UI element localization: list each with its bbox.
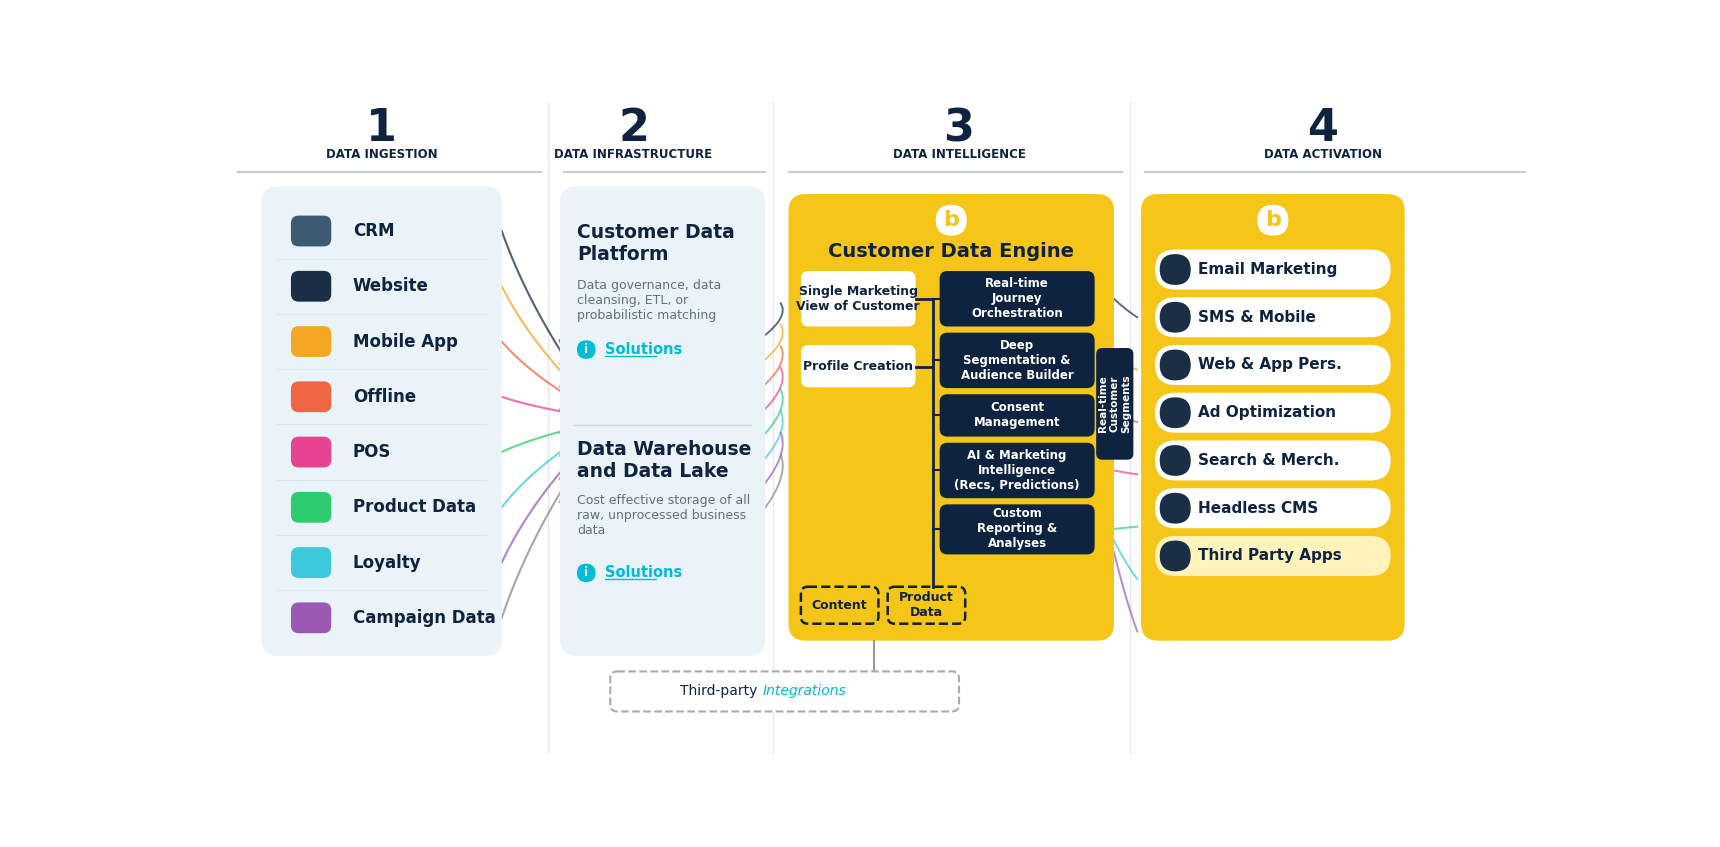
FancyBboxPatch shape xyxy=(291,602,332,634)
Text: Deep
Segmentation &
Audience Builder: Deep Segmentation & Audience Builder xyxy=(961,339,1073,382)
Text: DATA INFRASTRUCTURE: DATA INFRASTRUCTURE xyxy=(554,147,712,160)
Text: DATA INGESTION: DATA INGESTION xyxy=(325,147,437,160)
Text: Product
Data: Product Data xyxy=(900,591,955,619)
FancyBboxPatch shape xyxy=(1156,297,1391,337)
Text: b: b xyxy=(943,210,960,230)
FancyBboxPatch shape xyxy=(291,271,332,302)
Text: SMS & Mobile: SMS & Mobile xyxy=(1199,310,1316,324)
Text: POS: POS xyxy=(353,443,392,461)
Text: 4: 4 xyxy=(1307,107,1338,150)
FancyBboxPatch shape xyxy=(1096,348,1133,460)
FancyBboxPatch shape xyxy=(1159,397,1190,428)
Text: Real-time
Journey
Orchestration: Real-time Journey Orchestration xyxy=(972,277,1063,320)
Text: AI & Marketing
Intelligence
(Recs, Predictions): AI & Marketing Intelligence (Recs, Predi… xyxy=(955,449,1080,492)
FancyBboxPatch shape xyxy=(939,271,1094,326)
Text: i: i xyxy=(585,343,588,356)
Text: Search & Merch.: Search & Merch. xyxy=(1199,453,1340,468)
FancyBboxPatch shape xyxy=(576,340,595,359)
Text: Custom
Reporting &
Analyses: Custom Reporting & Analyses xyxy=(977,507,1058,551)
FancyBboxPatch shape xyxy=(939,333,1094,388)
FancyBboxPatch shape xyxy=(1159,540,1190,572)
Text: DATA ACTIVATION: DATA ACTIVATION xyxy=(1264,147,1383,160)
Text: Data governance, data
cleansing, ETL, or
probabilistic matching: Data governance, data cleansing, ETL, or… xyxy=(576,279,721,322)
FancyBboxPatch shape xyxy=(291,547,332,578)
Text: i: i xyxy=(585,567,588,579)
Text: 3: 3 xyxy=(944,107,975,150)
Text: Third-party: Third-party xyxy=(679,684,762,699)
FancyBboxPatch shape xyxy=(1156,250,1391,290)
FancyBboxPatch shape xyxy=(291,216,332,246)
Text: Email Marketing: Email Marketing xyxy=(1199,262,1338,277)
FancyBboxPatch shape xyxy=(939,443,1094,498)
Text: Headless CMS: Headless CMS xyxy=(1199,501,1319,516)
FancyBboxPatch shape xyxy=(802,345,915,387)
Text: 1: 1 xyxy=(366,107,397,150)
FancyBboxPatch shape xyxy=(261,186,502,656)
Text: Loyalty: Loyalty xyxy=(353,554,421,572)
Text: Data Warehouse
and Data Lake: Data Warehouse and Data Lake xyxy=(576,440,752,481)
FancyBboxPatch shape xyxy=(1257,205,1288,235)
Text: Product Data: Product Data xyxy=(353,498,476,517)
Text: Customer Data
Platform: Customer Data Platform xyxy=(576,224,734,264)
FancyBboxPatch shape xyxy=(561,186,765,656)
FancyBboxPatch shape xyxy=(576,563,595,582)
Text: Web & App Pers.: Web & App Pers. xyxy=(1199,357,1342,373)
Text: Campaign Data: Campaign Data xyxy=(353,609,495,627)
Text: Consent
Management: Consent Management xyxy=(974,401,1061,429)
FancyBboxPatch shape xyxy=(1159,493,1190,523)
FancyBboxPatch shape xyxy=(291,326,332,357)
FancyBboxPatch shape xyxy=(939,504,1094,555)
Text: Offline: Offline xyxy=(353,388,416,406)
Text: Cost effective storage of all
raw, unprocessed business
data: Cost effective storage of all raw, unpro… xyxy=(576,495,750,537)
FancyBboxPatch shape xyxy=(1159,445,1190,476)
FancyBboxPatch shape xyxy=(788,194,1115,640)
FancyBboxPatch shape xyxy=(291,492,332,523)
FancyBboxPatch shape xyxy=(939,394,1094,436)
Text: Customer Data Engine: Customer Data Engine xyxy=(829,242,1075,261)
FancyBboxPatch shape xyxy=(1159,350,1190,380)
FancyBboxPatch shape xyxy=(1159,302,1190,333)
Text: Mobile App: Mobile App xyxy=(353,333,458,351)
FancyBboxPatch shape xyxy=(1156,536,1391,576)
Text: Single Marketing
View of Customer: Single Marketing View of Customer xyxy=(796,285,920,313)
Text: Ad Optimization: Ad Optimization xyxy=(1199,405,1336,420)
Text: DATA INTELLIGENCE: DATA INTELLIGENCE xyxy=(893,147,1025,160)
Text: 2: 2 xyxy=(617,107,648,150)
FancyBboxPatch shape xyxy=(1159,254,1190,285)
FancyBboxPatch shape xyxy=(802,271,915,326)
Text: Profile Creation: Profile Creation xyxy=(803,360,913,373)
Text: Integrations: Integrations xyxy=(764,684,846,699)
Text: Third Party Apps: Third Party Apps xyxy=(1199,549,1342,563)
Text: Content: Content xyxy=(812,599,867,612)
FancyBboxPatch shape xyxy=(1156,488,1391,529)
FancyBboxPatch shape xyxy=(291,381,332,412)
FancyBboxPatch shape xyxy=(291,437,332,468)
FancyBboxPatch shape xyxy=(1156,440,1391,480)
FancyBboxPatch shape xyxy=(1140,194,1405,640)
Text: Real-time
Customer
Segments: Real-time Customer Segments xyxy=(1097,374,1132,433)
FancyBboxPatch shape xyxy=(611,672,960,711)
Text: Solutions: Solutions xyxy=(605,342,683,357)
Text: CRM: CRM xyxy=(353,222,394,240)
Text: Solutions: Solutions xyxy=(605,566,683,580)
FancyBboxPatch shape xyxy=(1156,393,1391,433)
Text: Website: Website xyxy=(353,277,428,296)
FancyBboxPatch shape xyxy=(1156,345,1391,385)
Text: b: b xyxy=(1264,210,1281,230)
FancyBboxPatch shape xyxy=(936,205,967,235)
